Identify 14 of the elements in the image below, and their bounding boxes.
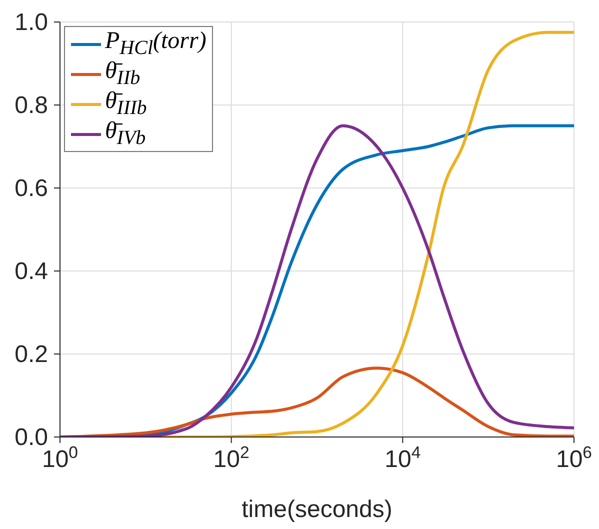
y-tick-label: 0.2 <box>14 341 48 368</box>
legend-label: θ̄$_{IIb}$ <box>105 58 140 90</box>
y-tick-label: 0.0 <box>14 424 48 451</box>
y-tick-label: 1.0 <box>14 9 48 36</box>
x-tick-label: 10$^{2}$ <box>213 442 250 473</box>
legend-label: θ̄$_{IVb}$ <box>105 118 146 150</box>
legend-label: θ̄$_{IIIb}$ <box>105 88 147 120</box>
y-tick-label: 0.6 <box>14 175 48 202</box>
y-tick-label: 0.8 <box>14 92 48 119</box>
legend-label: P$_{HCl}$(torr) <box>105 28 206 60</box>
x-axis-title: time(seconds) <box>242 496 392 523</box>
x-tick-label: 10$^{4}$ <box>384 442 421 473</box>
x-tick-label: 10$^{6}$ <box>556 442 592 473</box>
y-tick-label: 0.4 <box>14 258 48 285</box>
